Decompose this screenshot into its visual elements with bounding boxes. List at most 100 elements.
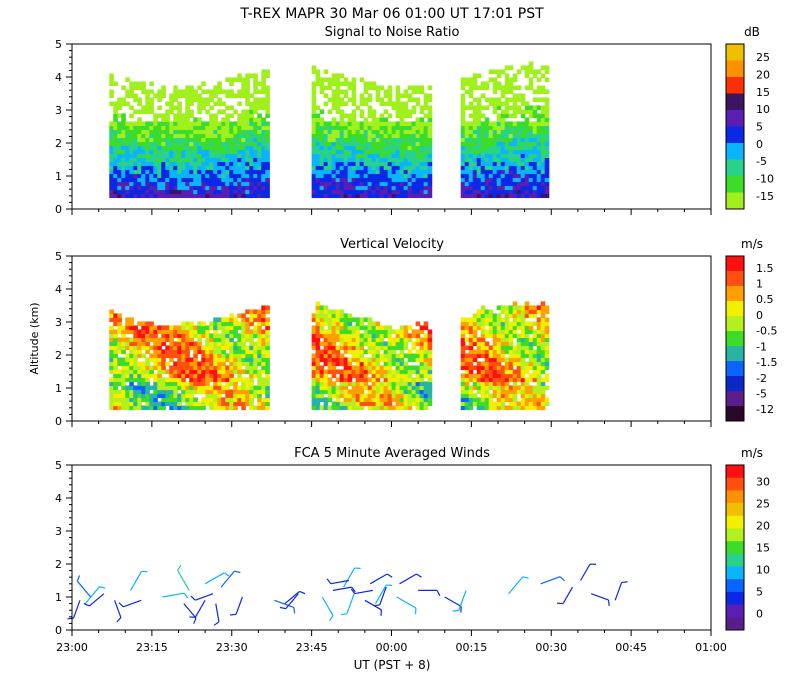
heatmap-cell (343, 369, 349, 375)
heatmap-cell (427, 105, 433, 111)
heatmap-cell (540, 193, 546, 199)
heatmap-cell (339, 345, 345, 351)
heatmap-cell (492, 189, 498, 195)
heatmap-cell (165, 173, 170, 179)
heatmap-cell (253, 149, 258, 155)
heatmap-cell (121, 177, 126, 183)
heatmap-cell (508, 105, 514, 111)
heatmap-cell (121, 117, 126, 123)
heatmap-cell (241, 329, 246, 335)
heatmap-cell (500, 173, 506, 179)
heatmap-cell (403, 181, 409, 187)
heatmap-cell (484, 181, 490, 187)
heatmap-cell (221, 365, 226, 371)
heatmap-cell (375, 369, 381, 375)
heatmap-cell (261, 333, 266, 339)
heatmap-cell (205, 369, 210, 375)
heatmap-cell (241, 325, 246, 331)
heatmap-cell (508, 313, 514, 319)
heatmap-cell (419, 169, 425, 175)
heatmap-cell (367, 361, 373, 367)
heatmap-cell (415, 397, 421, 403)
heatmap-cell (261, 313, 266, 319)
heatmap-cell (189, 121, 194, 127)
heatmap-cell (311, 149, 317, 155)
heatmap-cell (508, 157, 514, 163)
heatmap-cell (351, 405, 357, 411)
heatmap-cell (253, 365, 258, 371)
panel-2: Vertical Velocity0123451.510.50-0.5-1-1.… (55, 237, 777, 428)
heatmap-cell (311, 389, 317, 395)
heatmap-cell (311, 173, 317, 179)
heatmap-cell (193, 373, 198, 379)
heatmap-cell (371, 349, 377, 355)
heatmap-cell (221, 389, 226, 395)
heatmap-cell (355, 381, 361, 387)
heatmap-cell (165, 149, 170, 155)
heatmap-cell (415, 193, 421, 199)
heatmap-cell (468, 149, 474, 155)
heatmap-cell (197, 129, 202, 135)
heatmap-cell (367, 397, 373, 403)
heatmap-cell (249, 313, 254, 319)
heatmap-cell (121, 381, 126, 387)
heatmap-cell (496, 389, 502, 395)
heatmap-cell (197, 161, 202, 167)
heatmap-cell (375, 357, 381, 363)
heatmap-cell (540, 301, 546, 307)
heatmap-cell (516, 153, 522, 159)
heatmap-cell (488, 329, 494, 335)
heatmap-cell (225, 185, 230, 191)
heatmap-cell (205, 101, 210, 107)
heatmap-cell (464, 165, 470, 171)
heatmap-cell (233, 353, 238, 359)
heatmap-cell (237, 361, 242, 367)
heatmap-cell (423, 369, 429, 375)
panel-title: FCA 5 Minute Averaged Winds (294, 446, 490, 461)
heatmap-cell (125, 121, 130, 127)
heatmap-cell (391, 397, 397, 403)
heatmap-cell (245, 101, 250, 107)
heatmap-cell (245, 385, 250, 391)
heatmap-cell (173, 381, 178, 387)
heatmap-cell (261, 309, 266, 315)
heatmap-cell (137, 137, 142, 143)
heatmap-cell (209, 141, 214, 147)
heatmap-cell (319, 121, 325, 127)
heatmap-cell (237, 117, 242, 123)
heatmap-cell (221, 137, 226, 143)
heatmap-cell (225, 377, 230, 383)
heatmap-cell (379, 165, 385, 171)
heatmap-cell (257, 141, 262, 147)
heatmap-cell (351, 117, 357, 123)
heatmap-cell (480, 325, 486, 331)
heatmap-cell (387, 129, 393, 135)
heatmap-cell (476, 377, 482, 383)
heatmap-cell (133, 365, 138, 371)
heatmap-cell (201, 133, 206, 139)
heatmap-cell (468, 125, 474, 131)
heatmap-cell (165, 353, 170, 359)
heatmap-cell (496, 121, 502, 127)
heatmap-cell (165, 101, 170, 107)
heatmap-cell (488, 193, 494, 199)
heatmap-cell (129, 121, 134, 127)
heatmap-cell (157, 105, 162, 111)
heatmap-cell (181, 121, 186, 127)
heatmap-cell (213, 177, 218, 183)
heatmap-cell (371, 329, 377, 335)
heatmap-cell (540, 189, 546, 195)
heatmap-cell (516, 181, 522, 187)
heatmap-cell (311, 125, 317, 131)
heatmap-cell (185, 325, 190, 331)
heatmap-cell (492, 317, 498, 323)
heatmap-cell (492, 385, 498, 391)
heatmap-cell (500, 85, 506, 91)
heatmap-cell (347, 137, 353, 143)
heatmap-cell (109, 169, 114, 175)
heatmap-cell (407, 401, 413, 407)
heatmap-cell (488, 317, 494, 323)
heatmap-cell (407, 385, 413, 391)
heatmap-cell (121, 337, 126, 343)
heatmap-cell (367, 321, 373, 327)
